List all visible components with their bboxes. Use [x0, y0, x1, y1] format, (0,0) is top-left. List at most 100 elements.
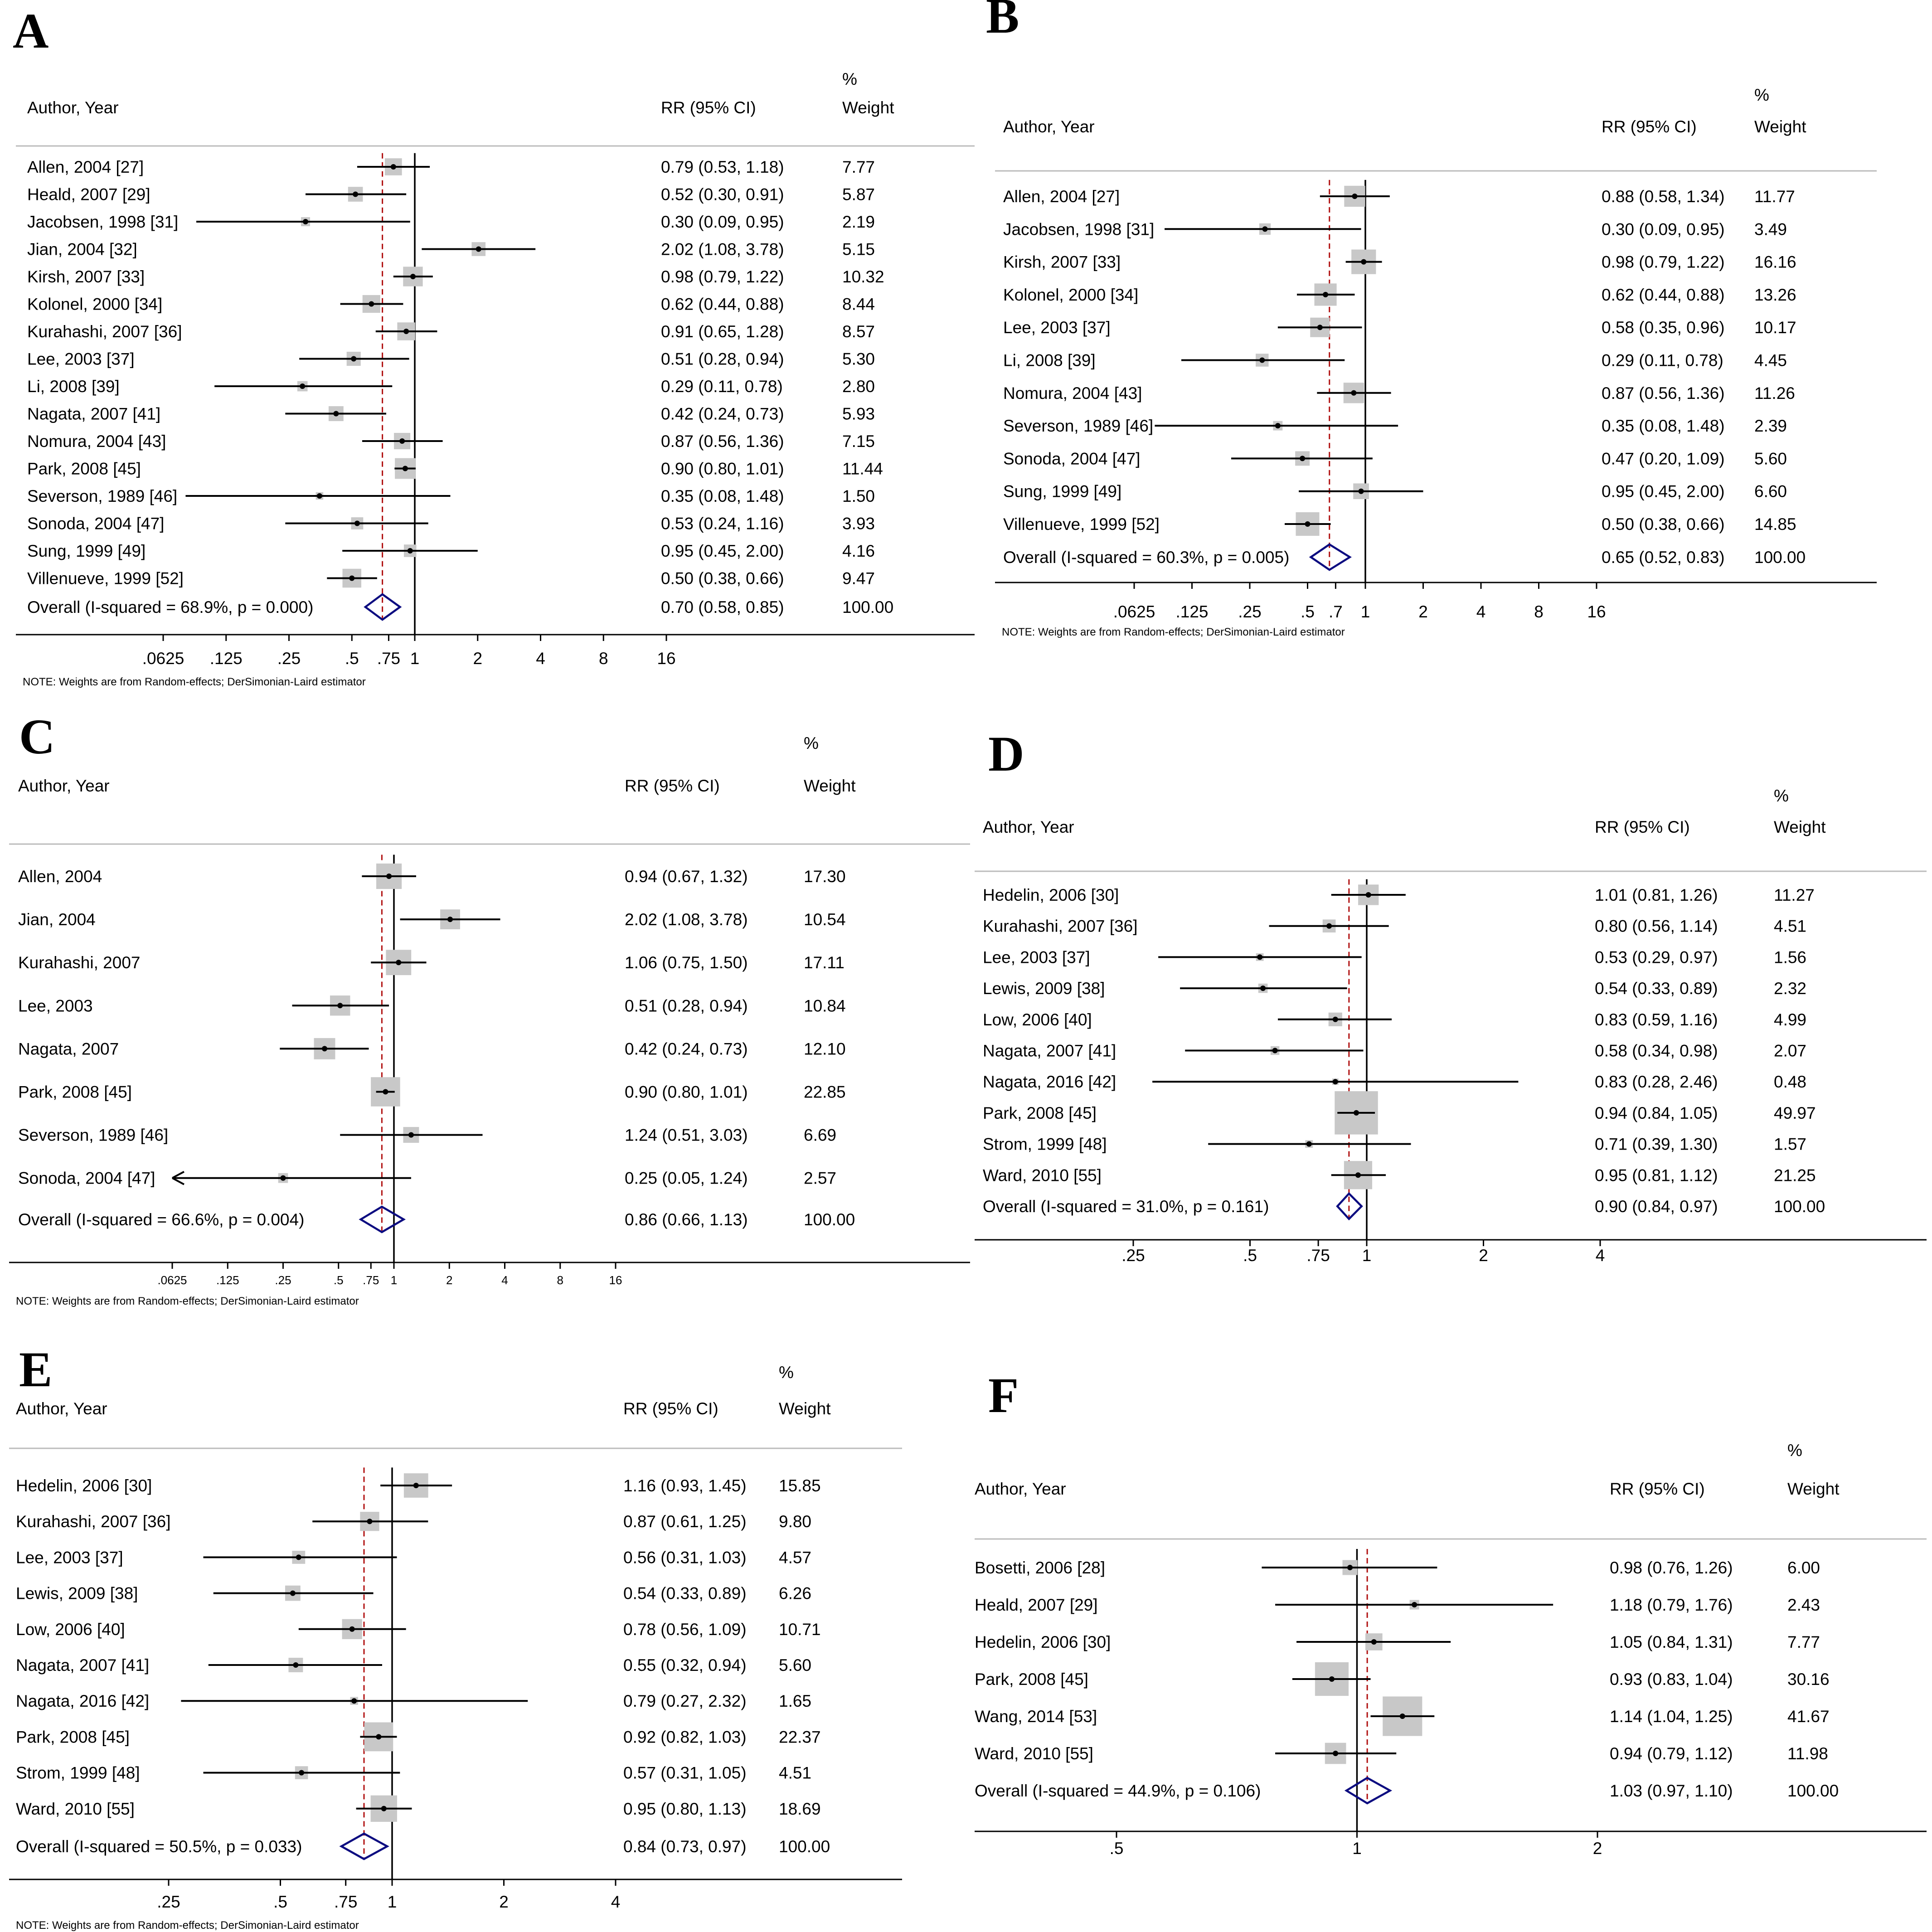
overall-diamond [339, 1832, 389, 1860]
x-tick-label: 2 [1593, 1839, 1602, 1858]
point-estimate [1260, 985, 1266, 991]
study-rr-ci: 0.54 (0.33, 0.89) [623, 1584, 747, 1603]
overall-diamond [1336, 1192, 1363, 1221]
study-weight: 10.54 [804, 910, 846, 929]
study-weight: 4.51 [779, 1764, 811, 1782]
study-rr-ci: 0.79 (0.53, 1.18) [661, 158, 784, 176]
study-rr-ci: 0.53 (0.29, 0.97) [1595, 948, 1718, 966]
header-weight: Weight [842, 98, 894, 117]
study-rr-ci: 0.35 (0.08, 1.48) [661, 487, 784, 505]
weights-note: NOTE: Weights are from Random-effects; D… [23, 676, 366, 688]
study-label: Hedelin, 2006 [30] [16, 1476, 152, 1495]
header-pct: % [804, 734, 819, 752]
study-row: Kirsh, 2007 [33] 0.98 (0.79, 1.22) 16.16 [1003, 249, 1796, 274]
point-estimate [1351, 390, 1357, 396]
point-estimate [349, 1626, 355, 1632]
study-row: Kurahashi, 2007 1.06 (0.75, 1.50) 17.11 [18, 950, 845, 976]
point-estimate [1275, 423, 1281, 429]
x-tick-label: .75 [363, 1273, 379, 1287]
study-weight: 3.93 [842, 515, 875, 533]
study-rr-ci: 1.01 (0.81, 1.26) [1595, 886, 1718, 904]
study-weight: 11.44 [842, 460, 883, 478]
study-rr-ci: 0.98 (0.79, 1.22) [661, 267, 784, 286]
study-label: Li, 2008 [39] [1003, 351, 1096, 370]
x-tick-label: .0625 [142, 649, 184, 668]
study-rr-ci: 2.02 (1.08, 3.78) [625, 910, 748, 929]
study-weight: 2.43 [1787, 1596, 1820, 1614]
x-tick-label: .75 [334, 1893, 357, 1911]
study-label: Wang, 2014 [53] [975, 1707, 1097, 1726]
overall-row: Overall (I-squared = 31.0%, p = 0.161) 0.… [983, 1192, 1825, 1221]
point-estimate [351, 356, 357, 362]
study-rr-ci: 0.57 (0.31, 1.05) [623, 1764, 747, 1782]
point-estimate [402, 466, 408, 471]
panel-label: E [19, 1342, 52, 1397]
study-row: Lewis, 2009 [38] 0.54 (0.33, 0.89) 6.26 [16, 1584, 811, 1603]
study-rr-ci: 0.90 (0.80, 1.01) [661, 460, 784, 478]
study-weight: 15.85 [779, 1476, 821, 1495]
study-rr-ci: 0.83 (0.28, 2.46) [1595, 1073, 1718, 1091]
study-rr-ci: 0.83 (0.59, 1.16) [1595, 1010, 1718, 1029]
study-label: Kurahashi, 2007 [36] [16, 1512, 170, 1531]
study-weight: 4.51 [1774, 917, 1806, 936]
overall-label: Overall (I-squared = 66.6%, p = 0.004) [18, 1210, 304, 1229]
point-estimate [351, 1698, 357, 1704]
overall-row: Overall (I-squared = 66.6%, p = 0.004) 0.… [18, 1205, 855, 1233]
forest-panel-c: C % Author, Year RR (95% CI) Weight Allen, 20… [9, 709, 970, 1307]
point-estimate [1257, 954, 1263, 960]
overall-row: Overall (I-squared = 44.9%, p = 0.106) 1.… [975, 1777, 1839, 1805]
study-weight: 5.15 [842, 240, 875, 259]
header-rr: RR (95% CI) [1595, 818, 1690, 836]
x-tick-label: .125 [210, 649, 243, 668]
point-estimate [1399, 1714, 1405, 1719]
study-weight: 30.16 [1787, 1670, 1830, 1689]
study-weight: 9.47 [842, 569, 875, 588]
x-tick-label: .0625 [1113, 602, 1155, 621]
x-tick-label: 16 [657, 649, 675, 668]
study-row: Heald, 2007 [29] 0.52 (0.30, 0.91) 5.87 [27, 185, 875, 204]
study-rr-ci: 0.87 (0.56, 1.36) [661, 432, 784, 451]
point-estimate [381, 1806, 387, 1811]
study-label: Kurahashi, 2007 [36] [983, 917, 1137, 936]
study-rr-ci: 0.56 (0.31, 1.03) [623, 1548, 747, 1567]
study-weight: 21.25 [1774, 1166, 1816, 1184]
study-row: Nomura, 2004 [43] 0.87 (0.56, 1.36) 7.15 [27, 432, 875, 451]
weights-note: NOTE: Weights are from Random-effects; D… [16, 1295, 359, 1307]
study-row: Low, 2006 [40] 0.83 (0.59, 1.16) 4.99 [983, 1010, 1806, 1029]
ci-arrow [172, 1170, 184, 1185]
x-tick-label: 4 [1596, 1246, 1605, 1265]
study-label: Li, 2008 [39] [27, 377, 120, 396]
study-weight: 6.00 [1787, 1558, 1820, 1577]
overall-weight: 100.00 [779, 1837, 830, 1856]
study-row: Kolonel, 2000 [34] 0.62 (0.44, 0.88) 8.44 [27, 295, 875, 314]
study-weight: 2.07 [1774, 1042, 1806, 1060]
header-weight: Weight [1787, 1480, 1840, 1498]
study-weight: 5.60 [779, 1656, 811, 1675]
x-tick-label: .5 [334, 1273, 344, 1287]
point-estimate [1306, 1141, 1312, 1147]
x-tick-label: 16 [609, 1273, 622, 1287]
study-rr-ci: 0.29 (0.11, 0.78) [1602, 351, 1723, 370]
study-row: Low, 2006 [40] 0.78 (0.56, 1.09) 10.71 [16, 1619, 821, 1639]
study-label: Lewis, 2009 [38] [983, 979, 1105, 998]
study-rr-ci: 0.47 (0.20, 1.09) [1602, 449, 1725, 468]
point-estimate [333, 411, 339, 417]
study-row: Li, 2008 [39] 0.29 (0.11, 0.78) 4.45 [1003, 351, 1787, 370]
study-row: Kurahashi, 2007 [36] 0.80 (0.56, 1.14) 4.5… [983, 917, 1806, 936]
study-weight: 14.85 [1754, 515, 1796, 534]
study-label: Nomura, 2004 [43] [27, 432, 166, 451]
point-estimate [1354, 1110, 1359, 1116]
study-label: Heald, 2007 [29] [27, 185, 150, 204]
study-rr-ci: 0.58 (0.34, 0.98) [1595, 1042, 1718, 1060]
header-weight: Weight [779, 1399, 831, 1418]
study-row: Lee, 2003 0.51 (0.28, 0.94) 10.84 [18, 995, 846, 1016]
point-estimate [1326, 923, 1332, 929]
point-estimate [1365, 892, 1371, 898]
study-label: Nagata, 2016 [42] [983, 1073, 1116, 1091]
point-estimate [1355, 1172, 1361, 1178]
study-row: Hedelin, 2006 [30] 1.01 (0.81, 1.26) 11.27 [983, 884, 1815, 905]
study-weight: 2.80 [842, 377, 875, 396]
study-row: Sonoda, 2004 [47] 0.25 (0.05, 1.24) 2.57 [18, 1169, 836, 1188]
x-tick-label: 1 [410, 649, 420, 668]
